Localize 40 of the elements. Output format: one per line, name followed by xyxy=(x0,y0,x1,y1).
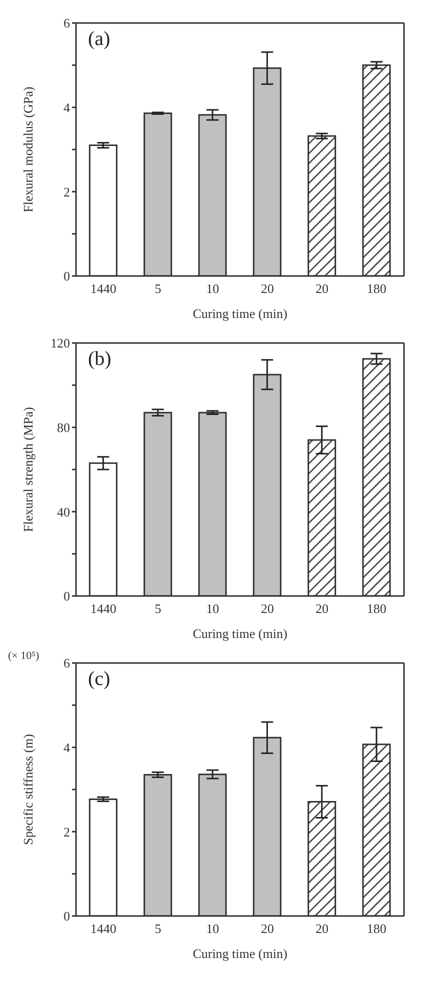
y-tick-label: 2 xyxy=(64,184,70,200)
x-tick-label: 20 xyxy=(260,281,274,296)
x-tick-label: 180 xyxy=(366,601,386,616)
x-tick-label: 5 xyxy=(154,281,162,296)
x-axis-title: Curing time (min) xyxy=(192,626,288,641)
x-tick-label: 10 xyxy=(206,921,220,936)
y-axis-title: Flexural strength (MPa) xyxy=(20,407,36,532)
x-tick-label: 20 xyxy=(260,921,274,936)
y-tick-label: 4 xyxy=(64,100,70,115)
x-tick-label: 180 xyxy=(366,281,386,296)
y-tick-label: 0 xyxy=(64,268,70,284)
y-tick-label: 80 xyxy=(57,420,70,435)
x-axis-title: Curing time (min) xyxy=(192,946,288,961)
y-axis-title: Specific stiffness (m) xyxy=(20,734,36,845)
x-tick-label: 5 xyxy=(154,921,162,936)
y-tick-label: 0 xyxy=(64,588,70,604)
x-tick-label: 5 xyxy=(154,601,162,616)
y-tick-label: 2 xyxy=(64,824,70,840)
annotation: (a) xyxy=(88,28,110,51)
annotation: (b) xyxy=(88,348,112,371)
x-tick-label: 1440 xyxy=(90,601,116,616)
x-tick-label: 180 xyxy=(366,921,386,936)
x-tick-label: 10 xyxy=(206,601,220,616)
x-tick-label: 20 xyxy=(316,281,328,296)
x-tick-label: 1440 xyxy=(90,921,116,936)
x-tick-label: 20 xyxy=(316,601,328,616)
y-tick-label: 40 xyxy=(57,504,70,520)
y-axis-title: Flexural modulus (GPa) xyxy=(20,86,36,212)
x-tick-label: 10 xyxy=(206,281,220,296)
y-tick-label: 4 xyxy=(64,740,70,755)
y-tick-label: 6 xyxy=(64,656,70,671)
x-tick-label: 20 xyxy=(316,921,328,936)
y-tick-label: 6 xyxy=(64,16,70,31)
x-axis-title: Curing time (min) xyxy=(192,306,288,321)
x-tick-label: 1440 xyxy=(90,281,116,296)
y-tick-label: 120 xyxy=(50,336,70,351)
y-tick-label: 0 xyxy=(64,908,70,924)
x-tick-label: 20 xyxy=(260,601,274,616)
text: (× 10⁵) xyxy=(8,650,40,662)
annotation: (c) xyxy=(88,668,110,691)
